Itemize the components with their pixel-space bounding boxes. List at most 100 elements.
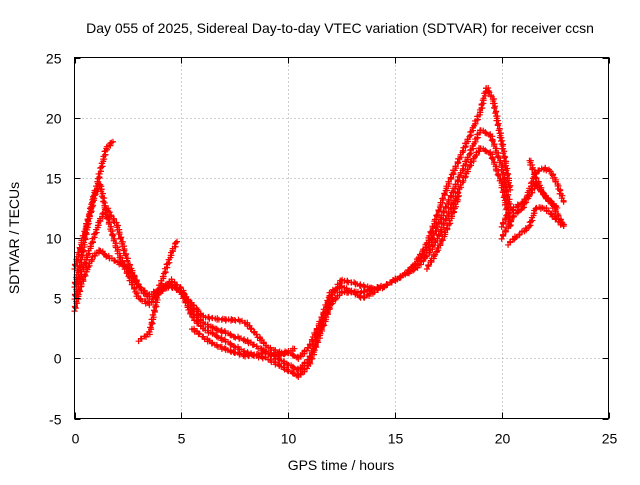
data-point <box>76 244 83 251</box>
y-tick-label: 25 <box>46 51 62 67</box>
data-point <box>491 105 498 112</box>
data-point <box>489 138 496 145</box>
data-point <box>81 228 88 235</box>
data-point <box>528 186 535 193</box>
data-point <box>454 196 461 203</box>
x-tick-label: 0 <box>72 431 80 447</box>
data-point <box>440 195 447 202</box>
data-point <box>459 147 466 154</box>
data-points <box>71 85 567 381</box>
data-point <box>500 189 507 196</box>
data-point <box>289 369 296 376</box>
data-point <box>441 220 448 227</box>
data-point <box>92 190 99 197</box>
data-point <box>291 345 298 352</box>
data-point <box>122 251 129 258</box>
data-point <box>455 192 462 199</box>
data-point <box>130 273 137 280</box>
data-point <box>76 286 83 293</box>
data-point <box>232 344 239 351</box>
data-point <box>162 283 169 290</box>
data-point <box>82 272 89 279</box>
data-point <box>303 347 310 354</box>
data-point <box>532 175 539 182</box>
data-point <box>218 329 225 336</box>
data-point <box>87 243 94 250</box>
data-point <box>514 201 521 208</box>
data-point <box>159 273 166 280</box>
x-tick-label: 5 <box>178 431 186 447</box>
data-point <box>253 331 260 338</box>
data-point <box>289 363 296 370</box>
data-point <box>117 235 124 242</box>
data-point <box>488 155 495 162</box>
data-point <box>560 198 567 205</box>
data-point <box>447 174 454 181</box>
data-point <box>154 290 161 297</box>
data-point <box>94 178 101 185</box>
data-point <box>324 297 331 304</box>
data-point <box>462 173 469 180</box>
data-point <box>174 238 181 245</box>
data-point <box>99 211 106 218</box>
x-tick-label: 10 <box>281 431 297 447</box>
data-point <box>111 257 118 264</box>
data-point <box>206 315 213 322</box>
y-tick-label: 0 <box>54 351 62 367</box>
data-point <box>227 331 234 338</box>
data-point <box>329 286 336 293</box>
data-point <box>448 213 455 220</box>
data-point <box>454 193 461 200</box>
data-point <box>79 276 86 283</box>
data-point <box>495 172 502 179</box>
data-point <box>407 268 414 275</box>
data-point <box>327 293 334 300</box>
data-point <box>522 225 529 232</box>
data-point <box>434 235 441 242</box>
data-point <box>462 143 469 150</box>
data-point <box>124 258 131 265</box>
data-point <box>502 154 509 161</box>
data-point <box>495 154 502 161</box>
data-point <box>232 334 239 341</box>
data-point <box>209 324 216 331</box>
data-point <box>459 177 466 184</box>
data-point <box>132 278 139 285</box>
data-point <box>497 137 504 144</box>
data-point <box>443 225 450 232</box>
series-7 <box>498 164 567 242</box>
data-point <box>489 156 496 163</box>
x-tick-label: 15 <box>388 431 404 447</box>
x-tick-label: 25 <box>602 431 618 447</box>
data-point <box>228 341 235 348</box>
data-point <box>509 206 516 213</box>
data-point <box>441 208 448 215</box>
y-tick-label: 5 <box>54 291 62 307</box>
data-point <box>209 330 216 337</box>
data-point <box>83 224 90 231</box>
data-point <box>313 325 320 332</box>
data-point <box>447 192 454 199</box>
data-point <box>383 281 390 288</box>
data-point <box>218 337 225 344</box>
data-point <box>544 195 551 202</box>
series-3 <box>71 138 116 272</box>
series-9 <box>505 204 567 248</box>
data-point <box>447 204 454 211</box>
data-point <box>172 239 179 246</box>
data-point <box>109 138 116 145</box>
data-point <box>367 290 374 297</box>
data-point <box>529 166 536 173</box>
data-point <box>116 231 123 238</box>
data-point <box>308 348 315 355</box>
data-point <box>130 285 137 292</box>
data-point <box>462 161 469 168</box>
data-point <box>505 171 512 178</box>
y-tick-label: -5 <box>49 412 62 428</box>
data-point <box>557 187 564 194</box>
data-point <box>500 150 507 157</box>
data-point <box>494 122 501 129</box>
data-point <box>479 105 486 112</box>
